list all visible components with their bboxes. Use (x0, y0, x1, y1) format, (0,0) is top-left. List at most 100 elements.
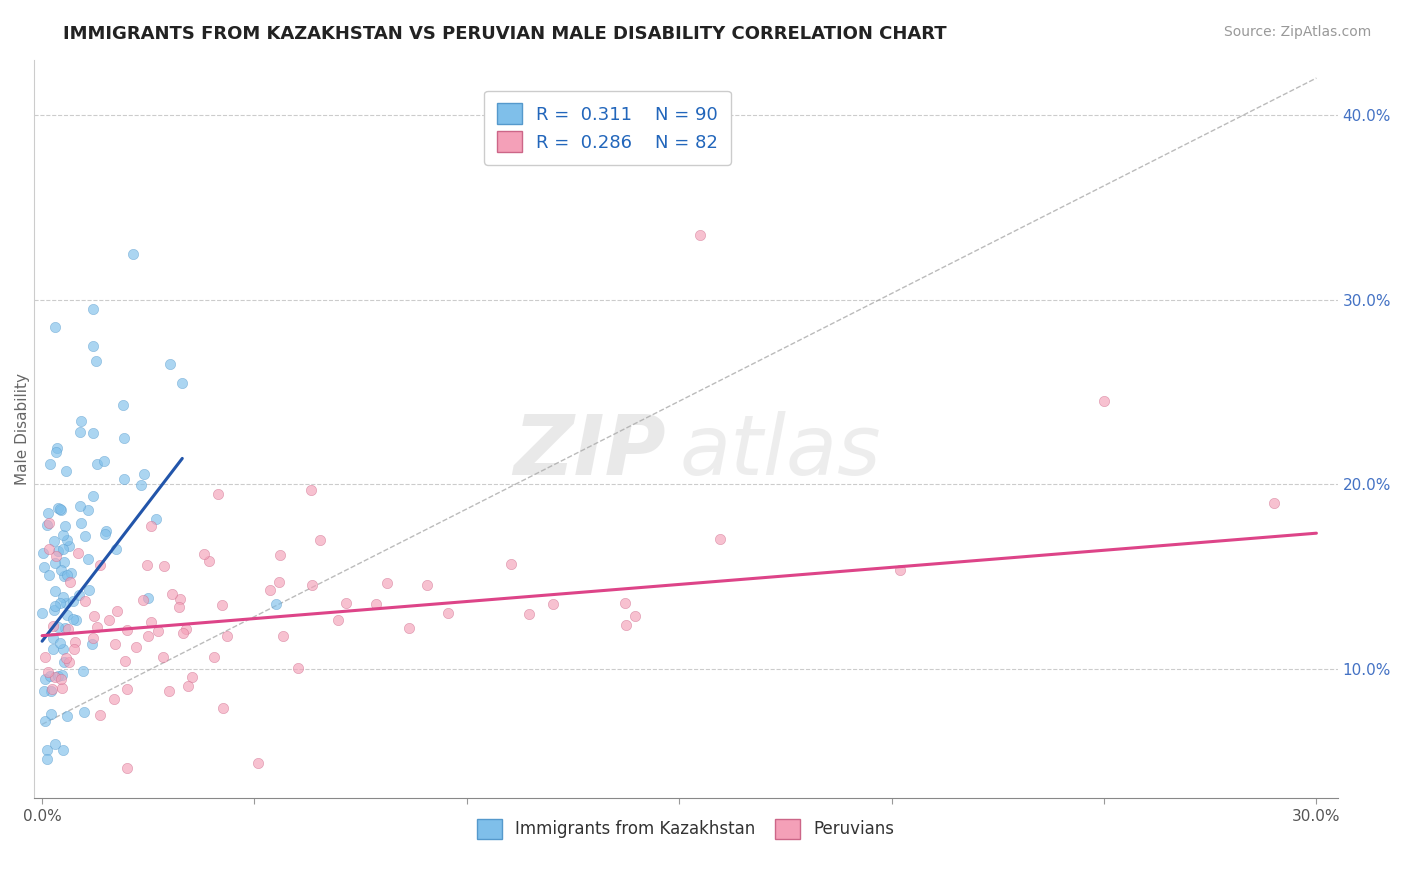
Point (309, 533, 332, 547)
Point (62, 612, 84, 626)
Point (264, 597, 287, 611)
Point (139, 519, 162, 533)
Point (55, 596, 77, 610)
Point (77, 583, 100, 598)
Point (202, 650, 225, 665)
Point (197, 554, 219, 568)
Point (117, 623, 139, 637)
Point (67, 588, 90, 602)
Point (58, 656, 80, 670)
Point (52, 642, 75, 657)
Point (112, 431, 135, 445)
Point (436, 607, 458, 621)
Point (66, 545, 89, 559)
Point (55, 464, 77, 478)
Point (69, 414, 91, 428)
Point (132, 467, 155, 482)
Point (269, 548, 291, 562)
Point (46, 619, 69, 633)
Point (65, 635, 87, 649)
Point (709, 532, 731, 546)
Point (58, 539, 80, 553)
Point (112, 472, 135, 486)
Y-axis label: Male Disability: Male Disability (15, 373, 30, 485)
Point (51, 590, 73, 604)
Point (56, 607, 79, 622)
Point (59, 574, 82, 589)
Point (103, 691, 125, 706)
Point (614, 596, 637, 610)
Point (82, 339, 104, 353)
Point (42, 641, 65, 656)
Point (49, 502, 72, 516)
Point (145, 512, 167, 526)
Point (39, 684, 62, 698)
Point (63, 642, 86, 657)
Point (44, 557, 66, 571)
Point (96, 524, 118, 538)
Point (52, 656, 75, 670)
Point (73, 705, 96, 719)
Point (49, 503, 72, 517)
Point (44, 533, 66, 548)
Point (34, 714, 56, 728)
Point (114, 654, 136, 668)
Point (136, 591, 159, 606)
Point (42, 631, 65, 645)
Point (84, 354, 107, 368)
Point (52, 527, 75, 541)
Point (44, 583, 66, 598)
Text: ZIP: ZIP (513, 410, 666, 491)
Legend: Immigrants from Kazakhstan, Peruvians: Immigrants from Kazakhstan, Peruvians (470, 813, 901, 846)
Point (52, 541, 75, 556)
Point (82, 426, 104, 441)
Point (105, 604, 128, 618)
Point (45, 445, 67, 459)
Point (32, 546, 55, 560)
Point (364, 597, 387, 611)
Point (82, 489, 104, 503)
Point (89, 707, 111, 722)
Point (415, 577, 437, 591)
Point (501, 557, 523, 571)
Point (46, 501, 69, 516)
Point (69, 425, 91, 439)
Point (129, 477, 152, 491)
Point (53, 519, 76, 533)
Point (86, 458, 108, 472)
Point (44, 599, 66, 614)
Point (136, 558, 159, 573)
Point (45, 549, 67, 564)
Point (271, 629, 294, 643)
Point (517, 607, 540, 621)
Point (136, 629, 159, 643)
Point (35, 752, 58, 766)
Point (39, 706, 62, 721)
Point (86, 619, 108, 633)
Point (46, 669, 69, 683)
Point (157, 684, 180, 698)
Point (160, 587, 183, 601)
Point (49, 596, 72, 610)
Point (287, 660, 309, 674)
Point (53, 555, 76, 569)
Point (115, 762, 138, 776)
Point (299, 483, 322, 498)
Point (98, 613, 121, 627)
Point (73, 593, 96, 607)
Text: IMMIGRANTS FROM KAZAKHSTAN VS PERUVIAN MALE DISABILITY CORRELATION CHART: IMMIGRANTS FROM KAZAKHSTAN VS PERUVIAN M… (63, 25, 946, 43)
Point (82, 301, 104, 316)
Point (326, 613, 349, 627)
Point (51, 681, 73, 695)
Point (93, 454, 115, 468)
Point (62, 594, 84, 608)
Point (172, 376, 194, 390)
Point (139, 615, 162, 629)
Point (169, 591, 191, 606)
Point (58, 622, 80, 636)
Point (335, 595, 357, 609)
Point (51, 668, 73, 682)
Point (689, 227, 711, 242)
Point (52, 569, 75, 583)
Point (82, 631, 104, 645)
